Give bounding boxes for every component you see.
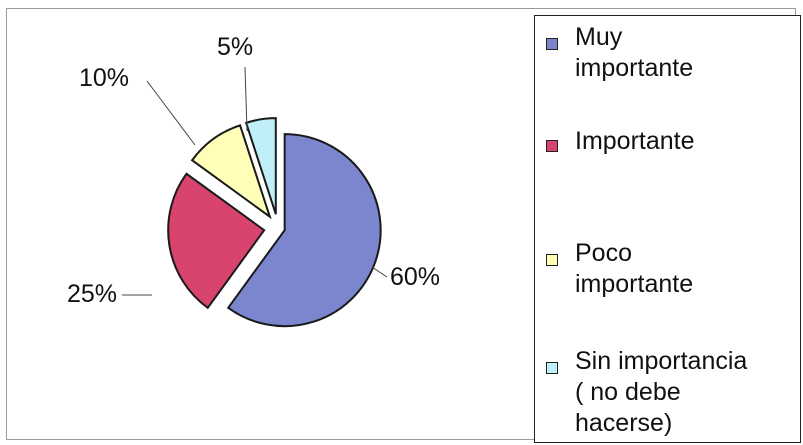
legend-label-sin-importancia: Sin importancia ( no debe hacerse) bbox=[575, 347, 748, 437]
data-label-sin-importancia: 5% bbox=[217, 33, 253, 61]
pie-slice-importante bbox=[167, 172, 266, 310]
data-label-poco-importante: 10% bbox=[79, 64, 129, 92]
leader-line-muy-importante bbox=[371, 266, 388, 278]
pie-slice-sin-importancia bbox=[244, 117, 277, 215]
leader-line-poco-importante bbox=[146, 80, 196, 146]
legend-swatch-importante bbox=[546, 140, 558, 152]
legend: Muy importante Importante Poco important… bbox=[534, 15, 801, 443]
pie-chart: 60% 25% 10% 5% bbox=[67, 33, 440, 328]
data-label-importante: 25% bbox=[67, 280, 117, 308]
legend-swatch-muy-importante bbox=[546, 38, 558, 50]
legend-swatch-poco-importante bbox=[546, 254, 558, 266]
legend-swatch-sin-importancia bbox=[546, 362, 558, 374]
leader-line-sin-importancia bbox=[244, 66, 248, 132]
chart-frame: 60% 25% 10% 5% Muy importante Importante Po… bbox=[6, 8, 801, 443]
pie-slice-poco-importante bbox=[190, 124, 272, 220]
legend-label-poco-importante: Poco importante bbox=[575, 239, 694, 298]
data-label-muy-importante: 60% bbox=[390, 263, 440, 291]
legend-label-muy-importante: Muy importante bbox=[575, 23, 694, 82]
legend-label-importante: Importante bbox=[575, 127, 695, 155]
pie-slice-muy-importante bbox=[226, 133, 382, 328]
